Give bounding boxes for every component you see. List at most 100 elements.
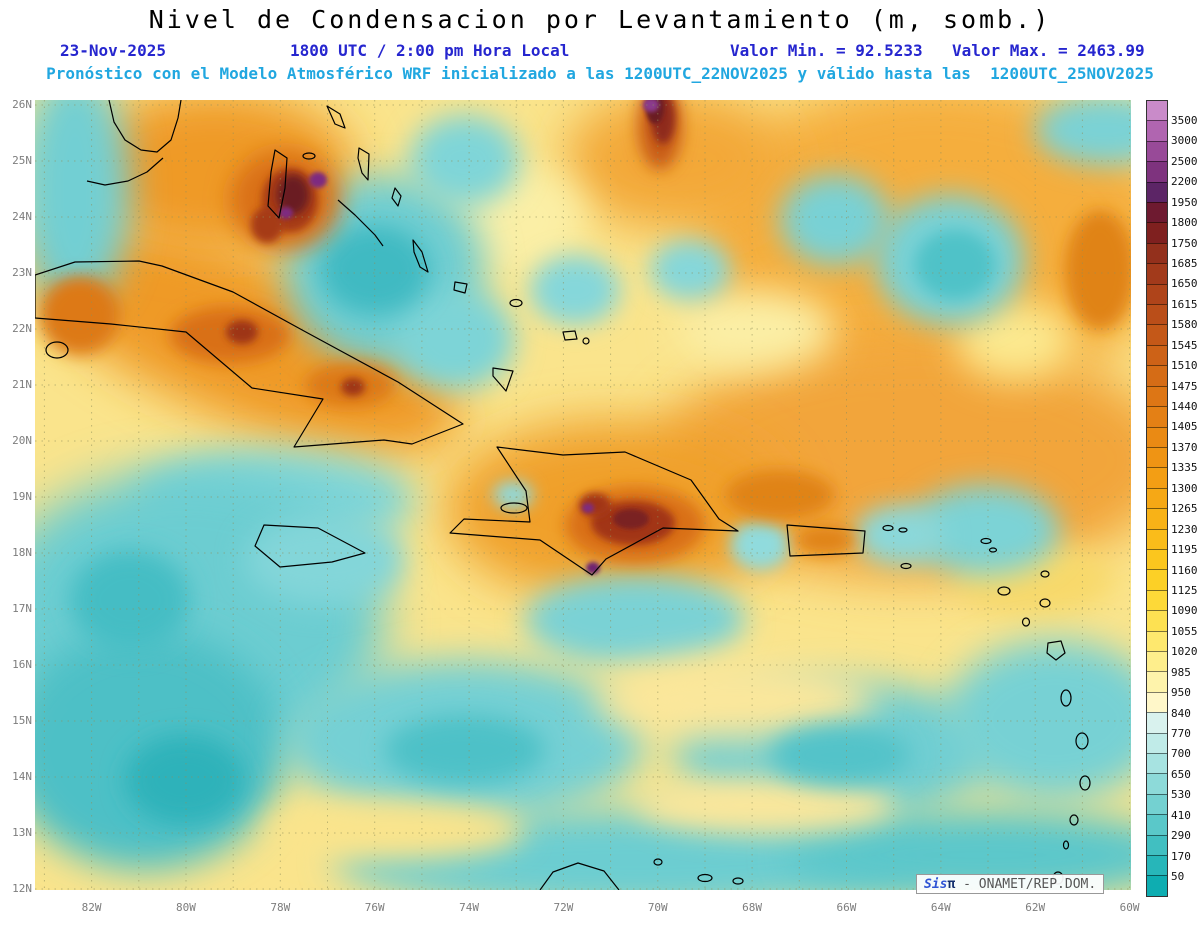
page-title: Nivel de Condensacion por Levantamiento …	[148, 5, 1052, 34]
colorbar-label: 50	[1171, 870, 1185, 884]
colorbar-label: 770	[1171, 727, 1191, 740]
colorbar-label: 1440	[1171, 400, 1198, 414]
colorbar-label: 3500	[1171, 113, 1198, 127]
coastline-florida-keys	[86, 157, 164, 186]
colorbar-labels: 3500 3000 2500 2200 1950 1800 1750 1685 1650 1615…	[1171, 100, 1200, 897]
colorbar-label: 840	[1171, 706, 1191, 720]
colorbar-segment	[1147, 385, 1167, 407]
colorbar-segment	[1147, 548, 1167, 570]
colorbar-segment	[1147, 671, 1167, 692]
coastline-aruba	[653, 858, 663, 866]
colorbar-segment	[1147, 589, 1167, 611]
coastline-grenadines	[1062, 840, 1070, 850]
lat-label: 15N	[12, 714, 32, 727]
coastline-st-vincent	[1069, 814, 1079, 826]
lat-label: 18N	[12, 546, 32, 559]
coastline-dominica	[1060, 689, 1072, 707]
colorbar-segment	[1147, 324, 1167, 345]
coastline-guajira	[539, 862, 620, 890]
colorbar-label: 3000	[1171, 134, 1198, 148]
coastline-hispaniola	[449, 446, 739, 576]
lon-label: 76W	[364, 901, 385, 914]
coastline-st-croix	[900, 562, 912, 570]
colorbar-label: 1580	[1171, 318, 1198, 332]
colorbar-label: 1510	[1171, 359, 1198, 373]
colorbar-label: 1160	[1171, 563, 1198, 577]
watermark-brand-pi: π	[947, 876, 956, 892]
lon-label: 78W	[270, 901, 291, 914]
coastline-crooked-island	[453, 281, 468, 294]
coastline-new-providence	[302, 152, 316, 160]
min-value: Valor Min. = 92.5233	[730, 41, 923, 60]
coastline-barbuda	[1040, 570, 1050, 578]
colorbar-label: 1405	[1171, 420, 1198, 434]
colorbar-segment	[1147, 650, 1167, 672]
coastline-florida	[108, 100, 182, 153]
colorbar-segment	[1147, 569, 1167, 590]
colorbar-segment	[1147, 161, 1167, 182]
colorbar-label: 700	[1171, 747, 1191, 761]
coastline-caicos	[562, 330, 578, 341]
coastline-grand-turk	[582, 337, 590, 345]
watermark-brand-sis: Sis	[924, 876, 948, 892]
valid-time: 1800 UTC / 2:00 pm Hora Local	[290, 41, 570, 60]
coastline-st-kitts	[997, 586, 1011, 596]
colorbar-segment	[1147, 283, 1167, 305]
colorbar-segment	[1147, 855, 1167, 876]
colorbar-label: 1545	[1171, 338, 1198, 352]
colorbar-label: 1300	[1171, 481, 1198, 495]
colorbar-segment	[1147, 304, 1167, 325]
lon-label: 72W	[553, 901, 574, 914]
colorbar-segment	[1147, 181, 1167, 203]
colorbar-label: 1195	[1171, 543, 1198, 557]
coastline-tortola	[898, 527, 908, 533]
colorbar-label: 1950	[1171, 195, 1198, 209]
colorbar-segment	[1147, 140, 1167, 162]
colorbar-label: 650	[1171, 767, 1191, 781]
coastline-abaco	[326, 105, 346, 129]
watermark: Sis π - ONAMET/REP.DOM.	[916, 874, 1105, 894]
run-date: 23-Nov-2025	[60, 41, 166, 60]
colorbar-segment	[1147, 712, 1167, 733]
lat-label: 16N	[12, 658, 32, 671]
colorbar-label: 1265	[1171, 502, 1198, 516]
colorbar-segment	[1147, 101, 1167, 121]
colorbar-segment	[1147, 753, 1167, 774]
colorbar: 3500 3000 2500 2200 1950 1800 1750 1685 1650 1615…	[1146, 100, 1200, 897]
colorbar-label: 1650	[1171, 277, 1198, 291]
colorbar-segment	[1147, 691, 1167, 713]
lat-label: 17N	[12, 602, 32, 615]
max-value: Valor Max. = 2463.99	[952, 41, 1145, 60]
colorbar-label: 1125	[1171, 583, 1198, 597]
lat-label: 21N	[12, 378, 32, 391]
colorbar-segment	[1147, 446, 1167, 468]
colorbar-segment	[1147, 793, 1167, 815]
lon-label: 74W	[459, 901, 479, 914]
colorbar-segment	[1147, 120, 1167, 141]
lon-label: 82W	[81, 901, 102, 914]
colorbar-segment	[1147, 630, 1167, 651]
lat-label: 25N	[12, 154, 32, 167]
colorbar-label: 170	[1171, 849, 1191, 863]
coastline-puerto-rico	[786, 524, 866, 557]
colorbar-label: 290	[1171, 829, 1191, 843]
colorbar-segment	[1147, 732, 1167, 753]
lat-label: 19N	[12, 490, 32, 503]
coastline-st-barth	[988, 547, 998, 553]
lat-label: 12N	[12, 882, 32, 895]
coastline-eleuthera	[357, 147, 370, 181]
colorbar-label: 2500	[1171, 154, 1198, 168]
colorbar-label: 1615	[1171, 297, 1198, 311]
coastline-cat-island	[391, 187, 402, 207]
colorbar-label: 1335	[1171, 461, 1198, 475]
colorbar-segment	[1147, 528, 1167, 549]
colorbar-segment	[1147, 834, 1167, 856]
colorbar-segment	[1147, 467, 1167, 488]
lon-label: 62W	[1025, 901, 1046, 914]
lon-label: 60W	[1119, 901, 1140, 914]
coastline-inagua	[492, 367, 514, 392]
coastline-jamaica	[254, 524, 366, 568]
lon-label: 64W	[930, 901, 951, 914]
colorbar-segment	[1147, 773, 1167, 794]
lat-label: 13N	[12, 826, 32, 839]
